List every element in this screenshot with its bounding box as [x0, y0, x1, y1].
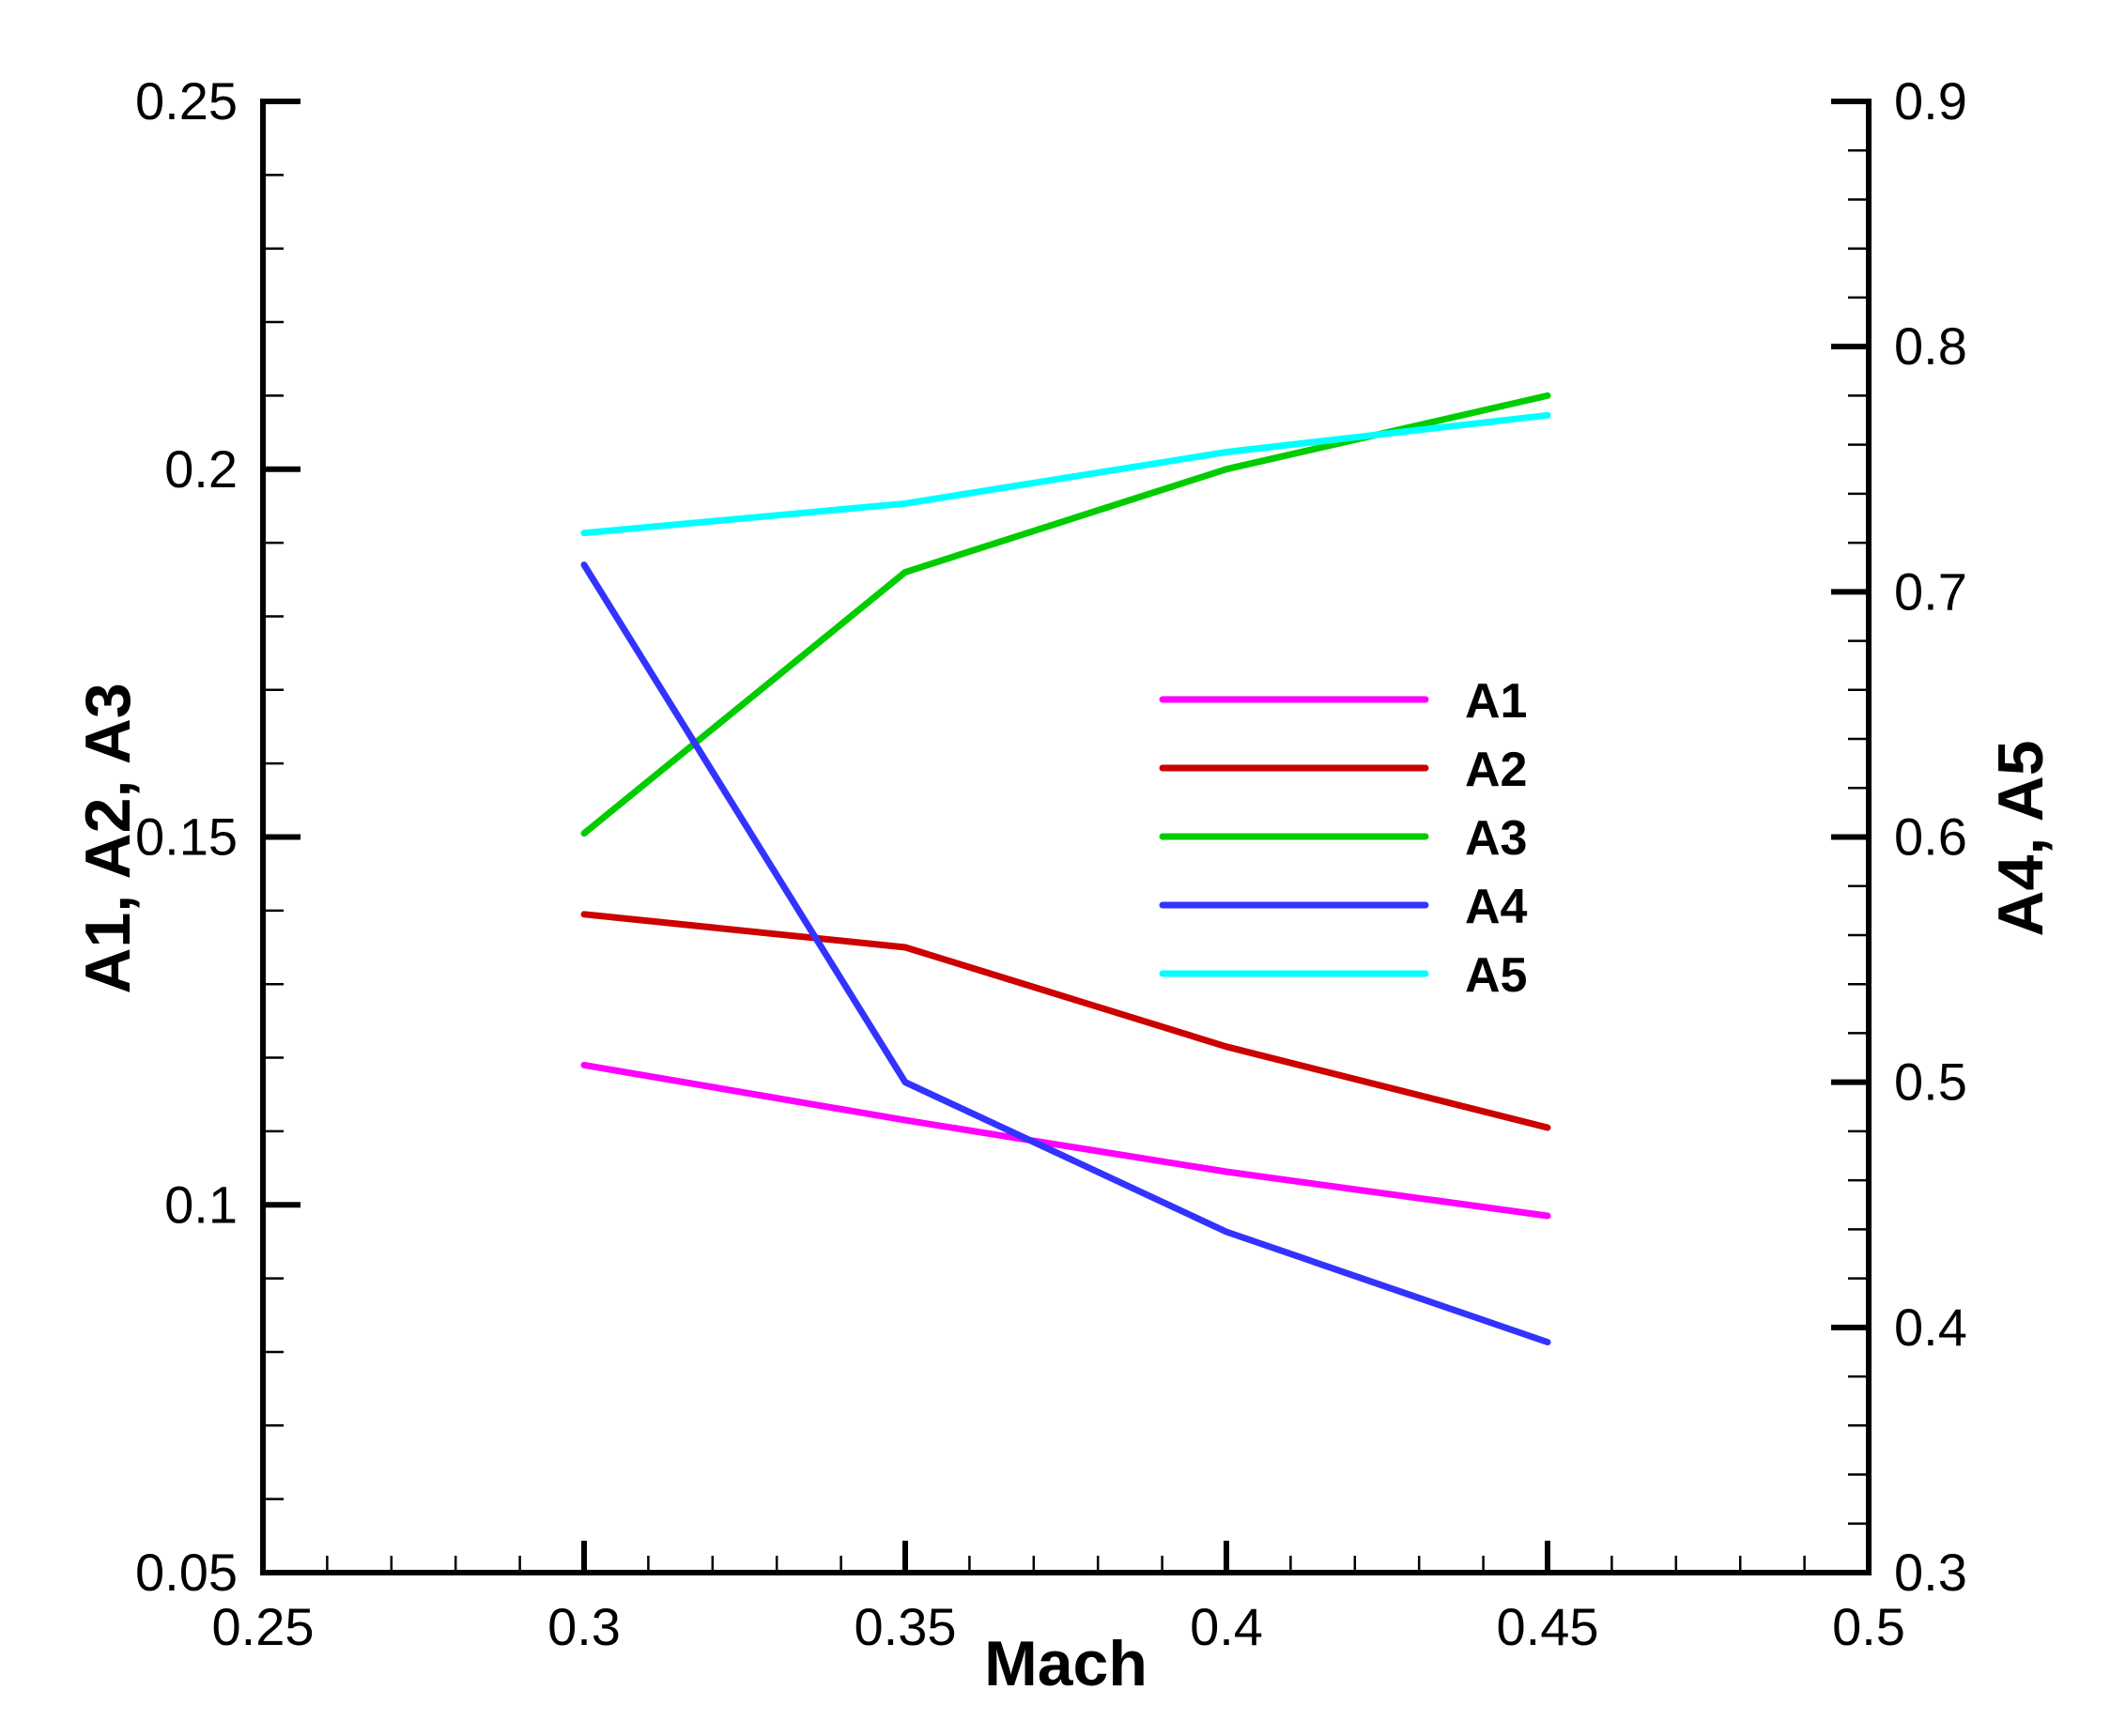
series-lines	[580, 392, 1551, 1345]
y-left-tick-label: 0.15	[135, 807, 238, 867]
legend-label-a1: A1	[1465, 674, 1527, 729]
series-line-a1	[580, 1061, 1551, 1220]
x-axis-title: Mach	[984, 1628, 1148, 1699]
series-line-a4	[580, 561, 1551, 1345]
y-left-tick-label: 0.2	[164, 439, 238, 499]
x-tick-label: 0.4	[1190, 1597, 1263, 1656]
y-right-tick-label: 0.9	[1894, 71, 1967, 131]
legend: A1 A2 A3 A4 A5	[1159, 674, 1528, 1003]
y-right-tick-label: 0.5	[1894, 1052, 1967, 1112]
x-tick-label: 0.5	[1832, 1597, 1905, 1656]
y-right-tick-label: 0.4	[1894, 1298, 1967, 1357]
y-right-tick-label: 0.6	[1894, 807, 1967, 867]
legend-label-a4: A4	[1465, 880, 1528, 934]
y-right-tick-label: 0.3	[1894, 1543, 1967, 1602]
x-tick-label: 0.3	[547, 1597, 621, 1656]
x-tick-label: 0.25	[212, 1597, 315, 1656]
x-tick-label: 0.35	[855, 1597, 957, 1656]
axes-frame	[260, 99, 1872, 1575]
series-line-a2	[580, 911, 1551, 1131]
axis-ticks: 0.25 0.3 0.35 0.4 0.45 0.5 0.05 0.1 0.15 0.2 0.25 0…	[135, 71, 1967, 1656]
y-left-tick-label: 0.05	[135, 1543, 238, 1602]
legend-label-a5: A5	[1465, 948, 1527, 1003]
y-left-axis-title: A1, A2, A3	[72, 683, 144, 993]
y-left-tick-label: 0.25	[135, 71, 238, 131]
legend-label-a3: A3	[1465, 811, 1527, 866]
axis-titles: Mach A1, A2, A3 A4, A5	[72, 683, 2057, 1699]
series-line-a5	[580, 411, 1551, 537]
x-tick-label: 0.45	[1497, 1597, 1599, 1656]
y-right-tick-label: 0.8	[1894, 316, 1967, 376]
y-right-axis-title: A4, A5	[1985, 740, 2057, 936]
y-right-tick-label: 0.7	[1894, 561, 1967, 621]
legend-label-a2: A2	[1465, 743, 1527, 797]
y-left-tick-label: 0.1	[164, 1175, 238, 1234]
